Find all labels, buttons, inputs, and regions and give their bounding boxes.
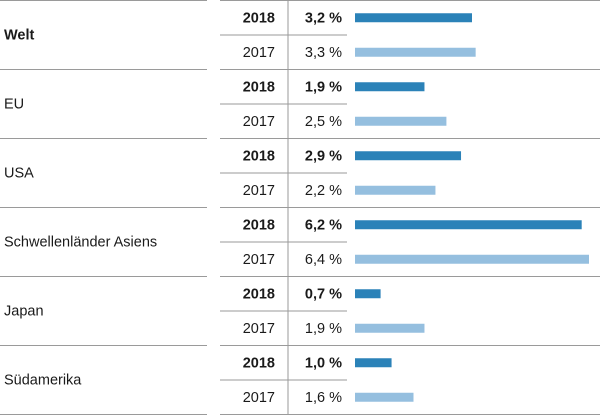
- value-label: 2,5 %: [305, 114, 342, 130]
- bar-2018: [355, 358, 392, 368]
- year-label: 2017: [243, 390, 275, 406]
- bar-2018: [355, 82, 425, 92]
- value-label: 6,2 %: [305, 217, 342, 233]
- region-label: EU: [4, 97, 24, 113]
- bar-2017: [355, 47, 476, 57]
- year-label: 2018: [243, 79, 275, 95]
- region-label: USA: [4, 166, 34, 182]
- value-label: 1,9 %: [305, 321, 342, 337]
- bar-2017: [355, 323, 425, 333]
- value-label: 2,9 %: [305, 148, 342, 164]
- region-label: Japan: [4, 304, 44, 320]
- year-label: 2018: [243, 355, 275, 371]
- year-label: 2017: [243, 252, 275, 268]
- bar-2017: [355, 254, 589, 264]
- value-label: 0,7 %: [305, 286, 342, 302]
- value-label: 2,2 %: [305, 183, 342, 199]
- value-label: 1,9 %: [305, 79, 342, 95]
- value-label: 6,4 %: [305, 252, 342, 268]
- bar-2018: [355, 13, 472, 23]
- bar-2017: [355, 185, 436, 195]
- bar-2018: [355, 151, 462, 161]
- bar-2018: [355, 220, 582, 230]
- value-label: 3,2 %: [305, 10, 342, 26]
- value-label: 3,3 %: [305, 45, 342, 61]
- year-label: 2018: [243, 217, 275, 233]
- bar-2018: [355, 289, 381, 299]
- region-label: Schwellenländer Asiens: [4, 235, 157, 251]
- year-label: 2017: [243, 183, 275, 199]
- year-label: 2017: [243, 321, 275, 337]
- bar-2017: [355, 116, 447, 126]
- bar-2017: [355, 392, 414, 402]
- year-label: 2018: [243, 148, 275, 164]
- year-label: 2017: [243, 114, 275, 130]
- year-label: 2018: [243, 10, 275, 26]
- year-label: 2017: [243, 45, 275, 61]
- value-label: 1,6 %: [305, 390, 342, 406]
- region-label: Südamerika: [4, 373, 82, 389]
- region-label: Welt: [4, 28, 35, 44]
- value-label: 1,0 %: [305, 355, 342, 371]
- year-label: 2018: [243, 286, 275, 302]
